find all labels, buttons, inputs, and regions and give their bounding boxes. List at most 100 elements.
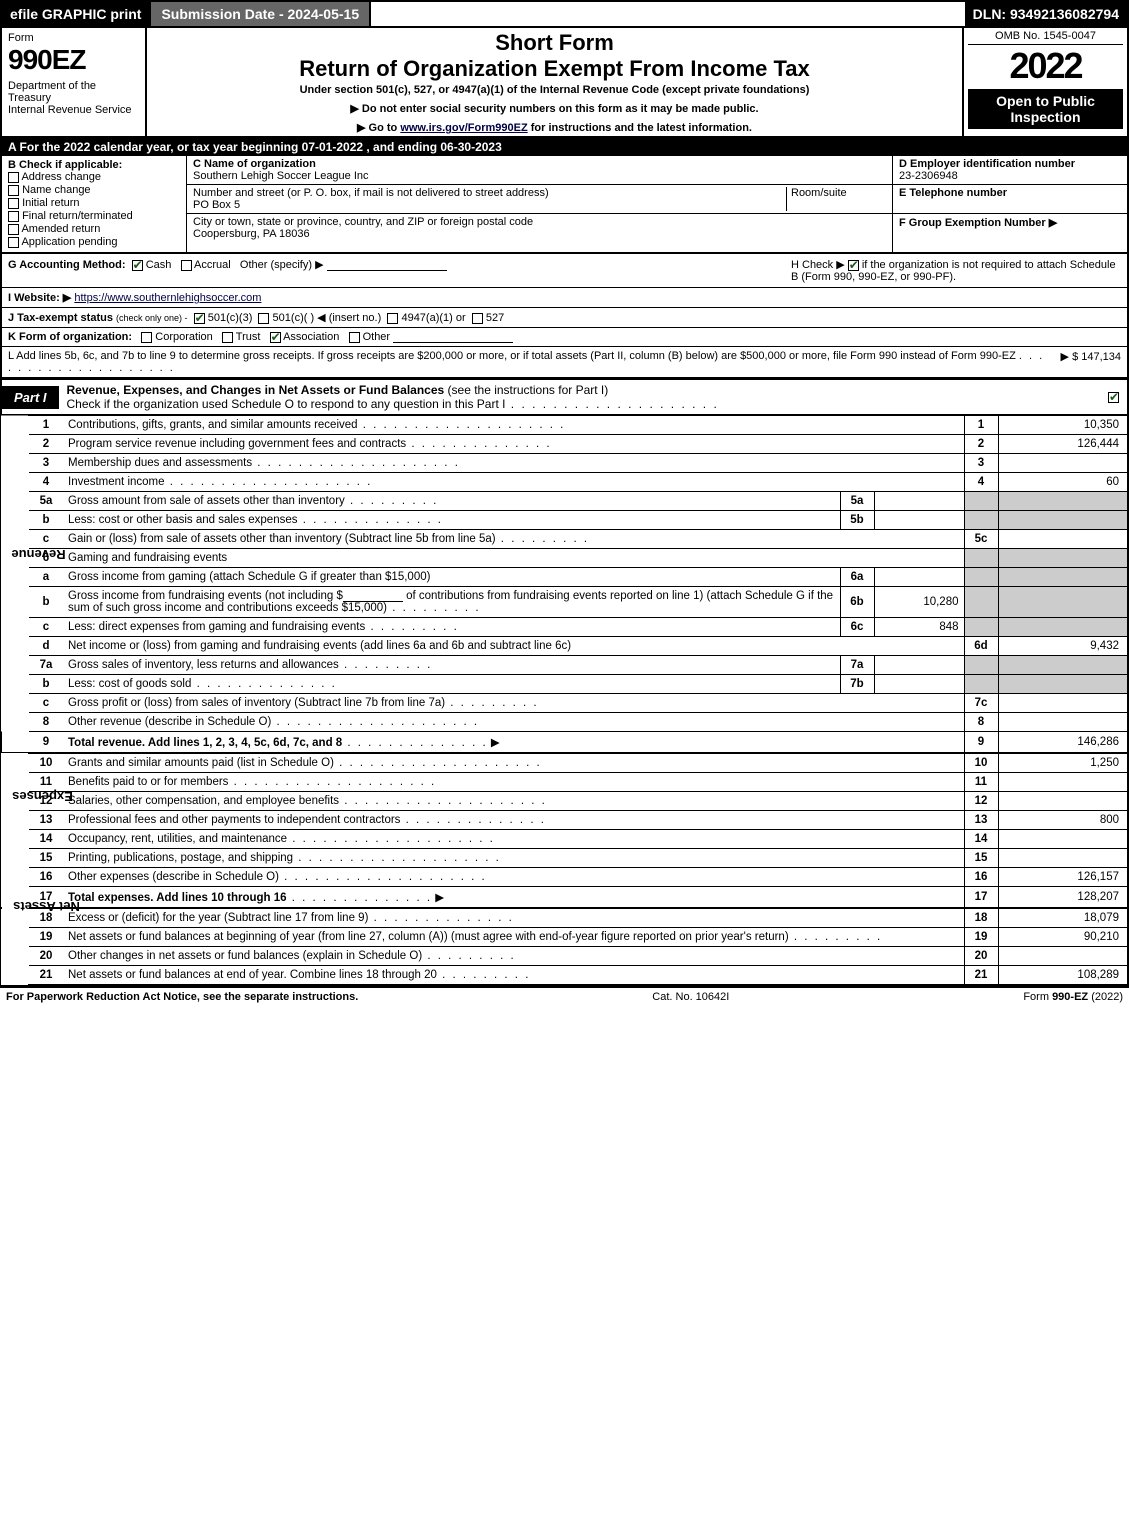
part-i-table: Revenue 1 Contributions, gifts, grants, … bbox=[0, 416, 1129, 986]
j-note: (check only one) - bbox=[116, 313, 188, 323]
line-6: 6 Gaming and fundraising events bbox=[1, 549, 1128, 568]
instr-link-row: ▶ Go to www.irs.gov/Form990EZ for instru… bbox=[153, 121, 956, 134]
ck-4947[interactable] bbox=[387, 313, 398, 324]
ck-527[interactable] bbox=[472, 313, 483, 324]
line-18: Net Assets 18 Excess or (deficit) for th… bbox=[1, 908, 1128, 928]
line-20: 20 Other changes in net assets or fund b… bbox=[1, 947, 1128, 966]
room-lbl: Room/suite bbox=[791, 187, 847, 199]
website-link[interactable]: https://www.southernlehighsoccer.com bbox=[74, 292, 261, 304]
g-row: G Accounting Method: Cash Accrual Other … bbox=[8, 258, 791, 283]
vlabel-netassets: Net Assets bbox=[1, 908, 29, 985]
ck-h[interactable] bbox=[848, 260, 859, 271]
c-city-row: City or town, state or province, country… bbox=[187, 214, 892, 242]
ck-accrual[interactable] bbox=[181, 260, 192, 271]
form-header: Form 990EZ Department of the Treasury In… bbox=[0, 28, 1129, 138]
under-section: Under section 501(c), 527, or 4947(a)(1)… bbox=[153, 84, 956, 96]
ck-address-change[interactable]: Address change bbox=[8, 171, 180, 183]
part-i-header: Part I Revenue, Expenses, and Changes in… bbox=[0, 379, 1129, 416]
top-bar: efile GRAPHIC print Submission Date - 20… bbox=[0, 0, 1129, 28]
line-6b: b Gross income from fundraising events (… bbox=[1, 587, 1128, 618]
vlabel-expenses: Expenses bbox=[1, 753, 29, 908]
ck-501c3[interactable] bbox=[194, 313, 205, 324]
dln: DLN: 93492136082794 bbox=[965, 2, 1127, 26]
ck-initial-return[interactable]: Initial return bbox=[8, 197, 180, 209]
instr-post: for instructions and the latest informat… bbox=[528, 122, 752, 134]
ck-assoc[interactable] bbox=[270, 332, 281, 343]
line-7a: 7a Gross sales of inventory, less return… bbox=[1, 656, 1128, 675]
tax-year: 2022 bbox=[968, 45, 1123, 87]
line-8: 8 Other revenue (describe in Schedule O)… bbox=[1, 713, 1128, 732]
inspection: Open to Public Inspection bbox=[968, 89, 1123, 129]
section-gh: G Accounting Method: Cash Accrual Other … bbox=[0, 254, 1129, 288]
instr-pre: ▶ Go to bbox=[357, 122, 400, 134]
ck-amended[interactable]: Amended return bbox=[8, 223, 180, 235]
ck-cash[interactable] bbox=[132, 260, 143, 271]
section-bcdef: B Check if applicable: Address change Na… bbox=[0, 156, 1129, 254]
row-j: J Tax-exempt status (check only one) - 5… bbox=[0, 308, 1129, 328]
omb: OMB No. 1545-0047 bbox=[968, 30, 1123, 45]
ein: 23-2306948 bbox=[899, 170, 958, 182]
f-row: F Group Exemption Number ▶ bbox=[893, 214, 1127, 231]
vlabel-revenue: Revenue bbox=[1, 416, 29, 732]
efile-label: efile GRAPHIC print bbox=[2, 2, 149, 26]
e-row: E Telephone number bbox=[893, 185, 1127, 214]
ck-pending[interactable]: Application pending bbox=[8, 236, 180, 248]
g-lbl: G Accounting Method: bbox=[8, 259, 126, 271]
footer-center: Cat. No. 10642I bbox=[358, 991, 1023, 1003]
col-def: D Employer identification number 23-2306… bbox=[892, 156, 1127, 252]
i-lbl: I Website: ▶ bbox=[8, 292, 71, 304]
ck-schedule-o[interactable] bbox=[1108, 392, 1119, 403]
ck-final-return[interactable]: Final return/terminated bbox=[8, 210, 180, 222]
line-1: Revenue 1 Contributions, gifts, grants, … bbox=[1, 416, 1128, 435]
ck-other-org[interactable] bbox=[349, 332, 360, 343]
c-street-lbl: Number and street (or P. O. box, if mail… bbox=[193, 187, 549, 199]
row-a-text: A For the 2022 calendar year, or tax yea… bbox=[8, 140, 502, 154]
e-lbl: E Telephone number bbox=[899, 187, 1007, 199]
line-7b: b Less: cost of goods sold 7b bbox=[1, 675, 1128, 694]
line-6a: a Gross income from gaming (attach Sched… bbox=[1, 568, 1128, 587]
org-city: Coopersburg, PA 18036 bbox=[193, 228, 310, 240]
ck-name-change[interactable]: Name change bbox=[8, 184, 180, 196]
f-lbl: F Group Exemption Number ▶ bbox=[899, 217, 1057, 229]
c-city-lbl: City or town, state or province, country… bbox=[193, 216, 533, 228]
col-c: C Name of organization Southern Lehigh S… bbox=[187, 156, 892, 252]
row-i: I Website: ▶ https://www.southernlehighs… bbox=[0, 288, 1129, 308]
line-12: 12 Salaries, other compensation, and emp… bbox=[1, 792, 1128, 811]
footer-left: For Paperwork Reduction Act Notice, see … bbox=[6, 991, 358, 1003]
main-title: Return of Organization Exempt From Incom… bbox=[153, 56, 956, 82]
irs-link[interactable]: www.irs.gov/Form990EZ bbox=[400, 122, 527, 134]
ck-501c[interactable] bbox=[258, 313, 269, 324]
short-form-title: Short Form bbox=[153, 30, 956, 56]
line-7c: c Gross profit or (loss) from sales of i… bbox=[1, 694, 1128, 713]
row-l: L Add lines 5b, 6c, and 7b to line 9 to … bbox=[0, 347, 1129, 379]
line-4: 4 Investment income 4 60 bbox=[1, 473, 1128, 492]
line-11: 11 Benefits paid to or for members 11 bbox=[1, 773, 1128, 792]
ck-corp[interactable] bbox=[141, 332, 152, 343]
submission-date: Submission Date - 2024-05-15 bbox=[149, 2, 371, 26]
line-21: 21 Net assets or fund balances at end of… bbox=[1, 966, 1128, 986]
dept: Department of the Treasury Internal Reve… bbox=[8, 80, 139, 116]
form-number: 990EZ bbox=[8, 44, 139, 76]
line-5c: c Gain or (loss) from sale of assets oth… bbox=[1, 530, 1128, 549]
instr-ssn: ▶ Do not enter social security numbers o… bbox=[153, 102, 956, 115]
l-amount: ▶ $ 147,134 bbox=[1053, 350, 1121, 374]
line-17: 17 Total expenses. Add lines 10 through … bbox=[1, 887, 1128, 909]
line-13: 13 Professional fees and other payments … bbox=[1, 811, 1128, 830]
h-row: H Check ▶ if the organization is not req… bbox=[791, 258, 1121, 283]
line-5b: b Less: cost or other basis and sales ex… bbox=[1, 511, 1128, 530]
d-lbl: D Employer identification number bbox=[899, 158, 1075, 170]
k-blank bbox=[393, 331, 513, 343]
k-lbl: K Form of organization: bbox=[8, 331, 132, 343]
row-k: K Form of organization: Corporation Trus… bbox=[0, 328, 1129, 347]
part-ck bbox=[1108, 391, 1127, 403]
page-footer: For Paperwork Reduction Act Notice, see … bbox=[0, 986, 1129, 1006]
line-10: Expenses 10 Grants and similar amounts p… bbox=[1, 753, 1128, 773]
b-label: B Check if applicable: bbox=[8, 159, 180, 171]
other-blank bbox=[327, 259, 447, 271]
line-2: 2 Program service revenue including gove… bbox=[1, 435, 1128, 454]
org-name: Southern Lehigh Soccer League Inc bbox=[193, 170, 369, 182]
c-name-row: C Name of organization Southern Lehigh S… bbox=[187, 156, 892, 185]
l-text: L Add lines 5b, 6c, and 7b to line 9 to … bbox=[8, 350, 1016, 362]
ck-trust[interactable] bbox=[222, 332, 233, 343]
line-6c: c Less: direct expenses from gaming and … bbox=[1, 618, 1128, 637]
